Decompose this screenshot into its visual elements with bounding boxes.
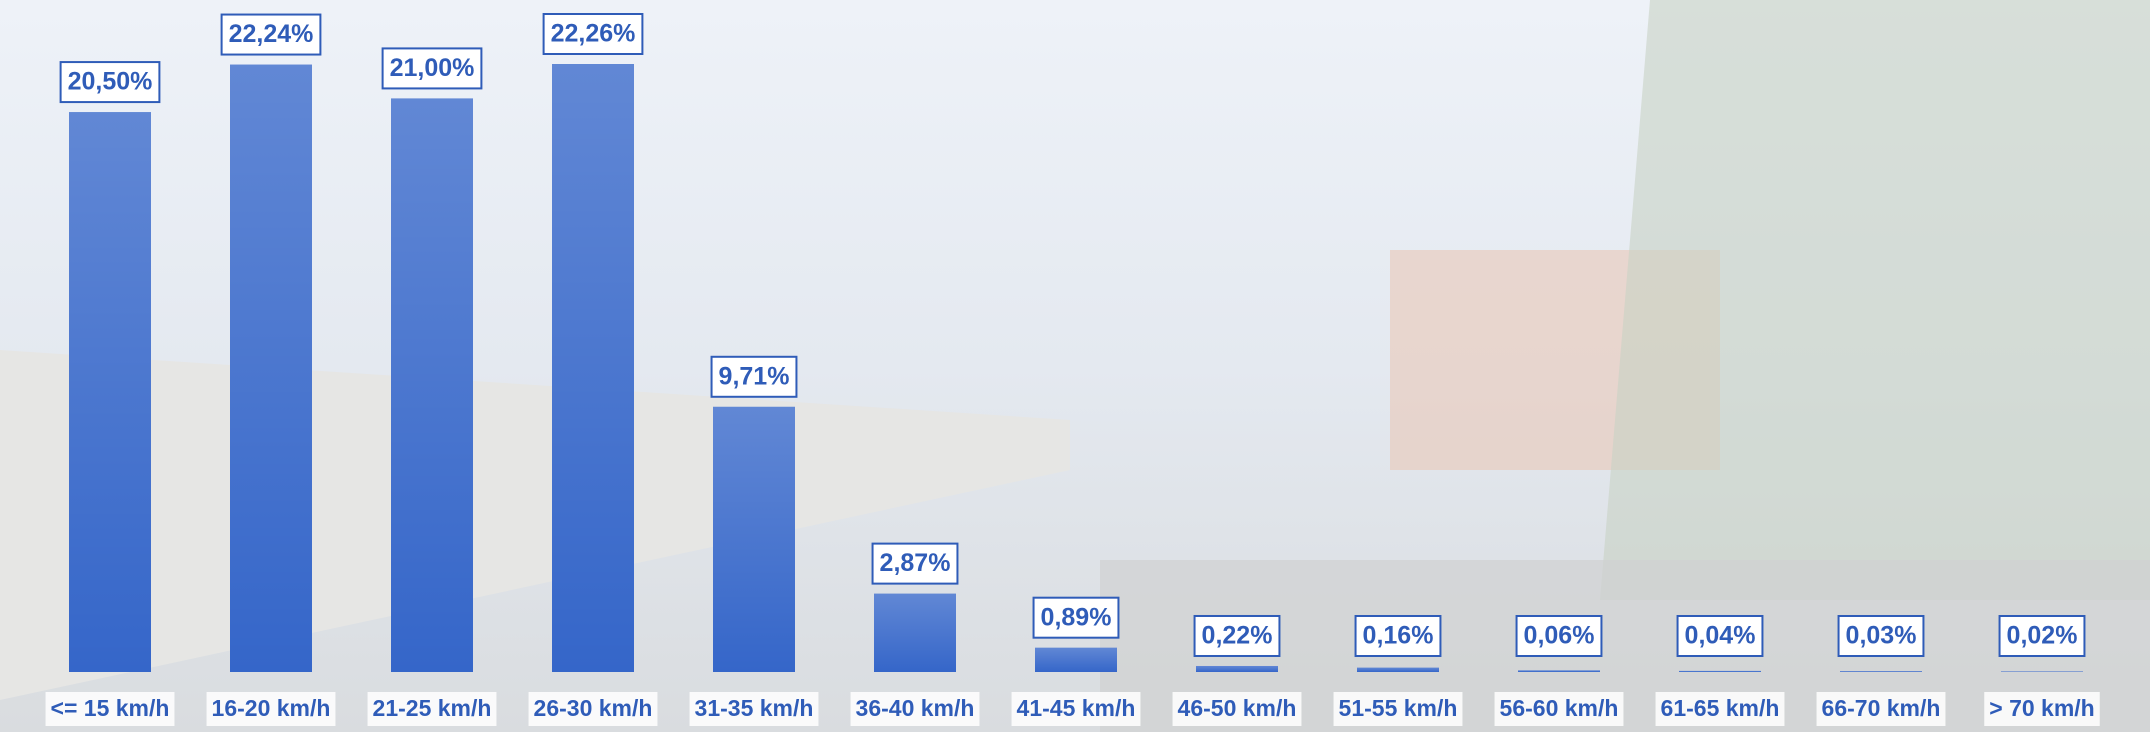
value-label: 22,26% [551, 20, 636, 48]
bar-shine [69, 112, 151, 672]
x-tick-label: 51-55 km/h [1339, 695, 1458, 721]
chart: 20,50% <= 15 km/h 22,24% 16-20 km/h 21,00% 21… [0, 0, 2150, 732]
bar-shine [391, 98, 473, 672]
x-tick-label: 56-60 km/h [1500, 695, 1619, 721]
bar-shine [230, 65, 312, 672]
page: {"chart_data": {"type": "bar", "categori… [0, 0, 2150, 732]
x-tick-label: 41-45 km/h [1017, 695, 1136, 721]
x-tick-label: <= 15 km/h [51, 695, 170, 721]
x-tick-label: 61-65 km/h [1661, 695, 1780, 721]
x-tick-label: 46-50 km/h [1178, 695, 1297, 721]
bar-shine [1035, 648, 1117, 672]
x-tick-label: 66-70 km/h [1822, 695, 1941, 721]
bar-shine [1679, 671, 1761, 672]
value-label: 0,06% [1524, 622, 1595, 650]
bar-shine [1196, 666, 1278, 672]
bar-shine [2001, 671, 2083, 672]
x-tick-label: 16-20 km/h [212, 695, 331, 721]
bar-shine [1518, 670, 1600, 672]
x-tick-label: > 70 km/h [1989, 695, 2094, 721]
value-label: 20,50% [68, 68, 153, 96]
value-label: 0,02% [2007, 622, 2078, 650]
value-label: 0,16% [1363, 622, 1434, 650]
bar-shine [874, 594, 956, 672]
x-tick-label: 26-30 km/h [534, 695, 653, 721]
value-label: 0,89% [1041, 603, 1112, 631]
tree [1600, 0, 2150, 600]
value-label: 0,03% [1846, 622, 1917, 650]
value-label: 0,22% [1202, 622, 1273, 650]
value-label: 22,24% [229, 20, 314, 48]
bar-shine [552, 64, 634, 672]
bar-shine [713, 407, 795, 672]
value-label: 21,00% [390, 54, 475, 82]
bar-shine [1840, 671, 1922, 672]
x-tick-label: 21-25 km/h [373, 695, 492, 721]
value-label: 9,71% [719, 362, 790, 390]
value-label: 0,04% [1685, 622, 1756, 650]
x-tick-label: 31-35 km/h [695, 695, 814, 721]
value-label: 2,87% [880, 549, 951, 577]
x-tick-label: 36-40 km/h [856, 695, 975, 721]
bar-shine [1357, 668, 1439, 672]
